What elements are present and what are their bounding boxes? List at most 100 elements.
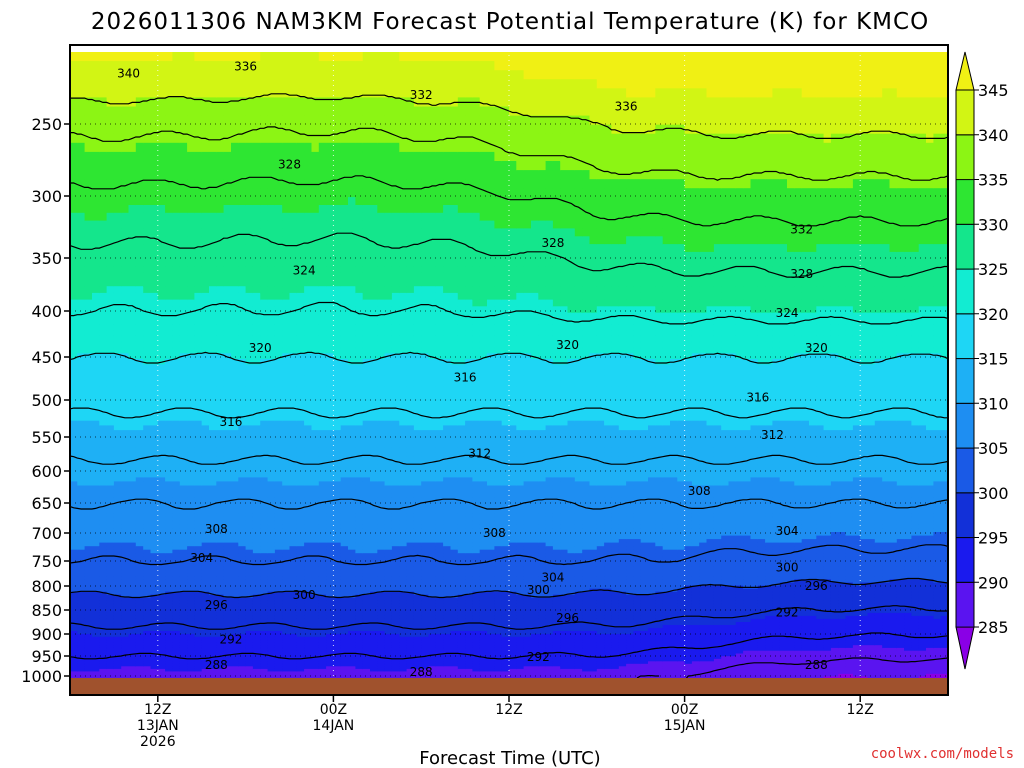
theta-cell [194, 609, 203, 614]
theta-cell [99, 220, 108, 229]
theta-cell [326, 324, 334, 331]
theta-cell [84, 397, 93, 403]
theta-cell [201, 228, 210, 237]
theta-cell [157, 591, 166, 596]
theta-cell [201, 645, 210, 649]
theta-cell [282, 142, 291, 153]
theta-cell [296, 292, 305, 301]
theta-cell [157, 369, 166, 376]
theta-cell [318, 439, 327, 445]
theta-cell [121, 553, 130, 558]
theta-cell [179, 609, 188, 614]
theta-cell [84, 625, 93, 629]
theta-cell [348, 341, 356, 349]
theta-cell [157, 615, 166, 620]
theta-cell [92, 668, 100, 672]
theta-cell [165, 386, 173, 393]
theta-cell [172, 70, 181, 80]
theta-cell [223, 524, 232, 529]
theta-cell [165, 272, 173, 281]
theta-cell [333, 124, 342, 135]
theta-cell [304, 673, 312, 677]
theta-cell [99, 576, 108, 580]
theta-cell [172, 170, 181, 180]
theta-cell [165, 597, 173, 602]
theta-cell [179, 452, 188, 457]
theta-cell [70, 628, 78, 632]
theta-cell [106, 579, 115, 584]
theta-cell [274, 272, 283, 281]
theta-cell [216, 622, 225, 626]
theta-cell [311, 618, 320, 623]
theta-cell [260, 52, 269, 62]
theta-cell [252, 576, 261, 580]
theta-cell [260, 535, 269, 540]
theta-cell [274, 52, 283, 62]
theta-cell [296, 347, 305, 354]
theta-cell [318, 650, 327, 655]
theta-cell [311, 228, 320, 237]
theta-cell [231, 179, 239, 189]
theta-cell [150, 228, 159, 237]
theta-cell [143, 406, 152, 412]
theta-cell [113, 236, 122, 245]
theta-cell [70, 542, 78, 547]
theta-cell [245, 636, 254, 641]
theta-cell [238, 609, 247, 614]
theta-cell [84, 439, 93, 445]
theta-cell [172, 406, 181, 412]
theta-cell [113, 244, 122, 253]
theta-cell [274, 292, 283, 301]
theta-cell [143, 161, 152, 171]
theta-cell [121, 666, 130, 670]
theta-cell [201, 330, 210, 337]
theta-cell [223, 489, 232, 495]
theta-cell [340, 161, 349, 171]
theta-cell [121, 341, 130, 349]
theta-cell [318, 236, 327, 245]
theta-cell [223, 642, 232, 646]
theta-cell [318, 493, 327, 499]
theta-cell [223, 546, 232, 551]
theta-cell [113, 391, 122, 398]
theta-cell [179, 647, 188, 652]
theta-cell [209, 631, 217, 635]
theta-cell [223, 52, 232, 62]
theta-cell [238, 397, 247, 403]
theta-cell [245, 566, 254, 571]
theta-cell [216, 579, 225, 584]
theta-cell [267, 542, 276, 547]
theta-cell [223, 481, 232, 486]
theta-cell [238, 375, 247, 382]
theta-cell [333, 434, 342, 440]
theta-cell [231, 661, 239, 665]
theta-cell [179, 52, 188, 62]
theta-cell [289, 539, 298, 544]
theta-cell [318, 70, 327, 80]
theta-cell [77, 406, 86, 412]
theta-cell [296, 88, 305, 98]
theta-cell [157, 576, 166, 580]
theta-cell [318, 612, 327, 617]
theta-cell [179, 569, 188, 574]
theta-cell [150, 364, 159, 371]
theta-cell [135, 133, 144, 144]
theta-cell [121, 420, 130, 426]
theta-cell [231, 493, 239, 499]
theta-cell [92, 61, 100, 71]
theta-cell [223, 434, 232, 440]
theta-cell [121, 615, 130, 620]
theta-cell [113, 151, 122, 162]
theta-cell [84, 402, 93, 408]
theta-cell [113, 489, 122, 495]
theta-cell [106, 549, 115, 554]
theta-cell [223, 161, 232, 171]
theta-cell [106, 612, 115, 617]
theta-cell [326, 70, 334, 80]
theta-cell [150, 244, 159, 253]
theta-cell [223, 244, 232, 253]
theta-cell [318, 244, 327, 253]
theta-cell [201, 416, 210, 422]
theta-cell [84, 330, 93, 337]
theta-cell [92, 553, 100, 558]
